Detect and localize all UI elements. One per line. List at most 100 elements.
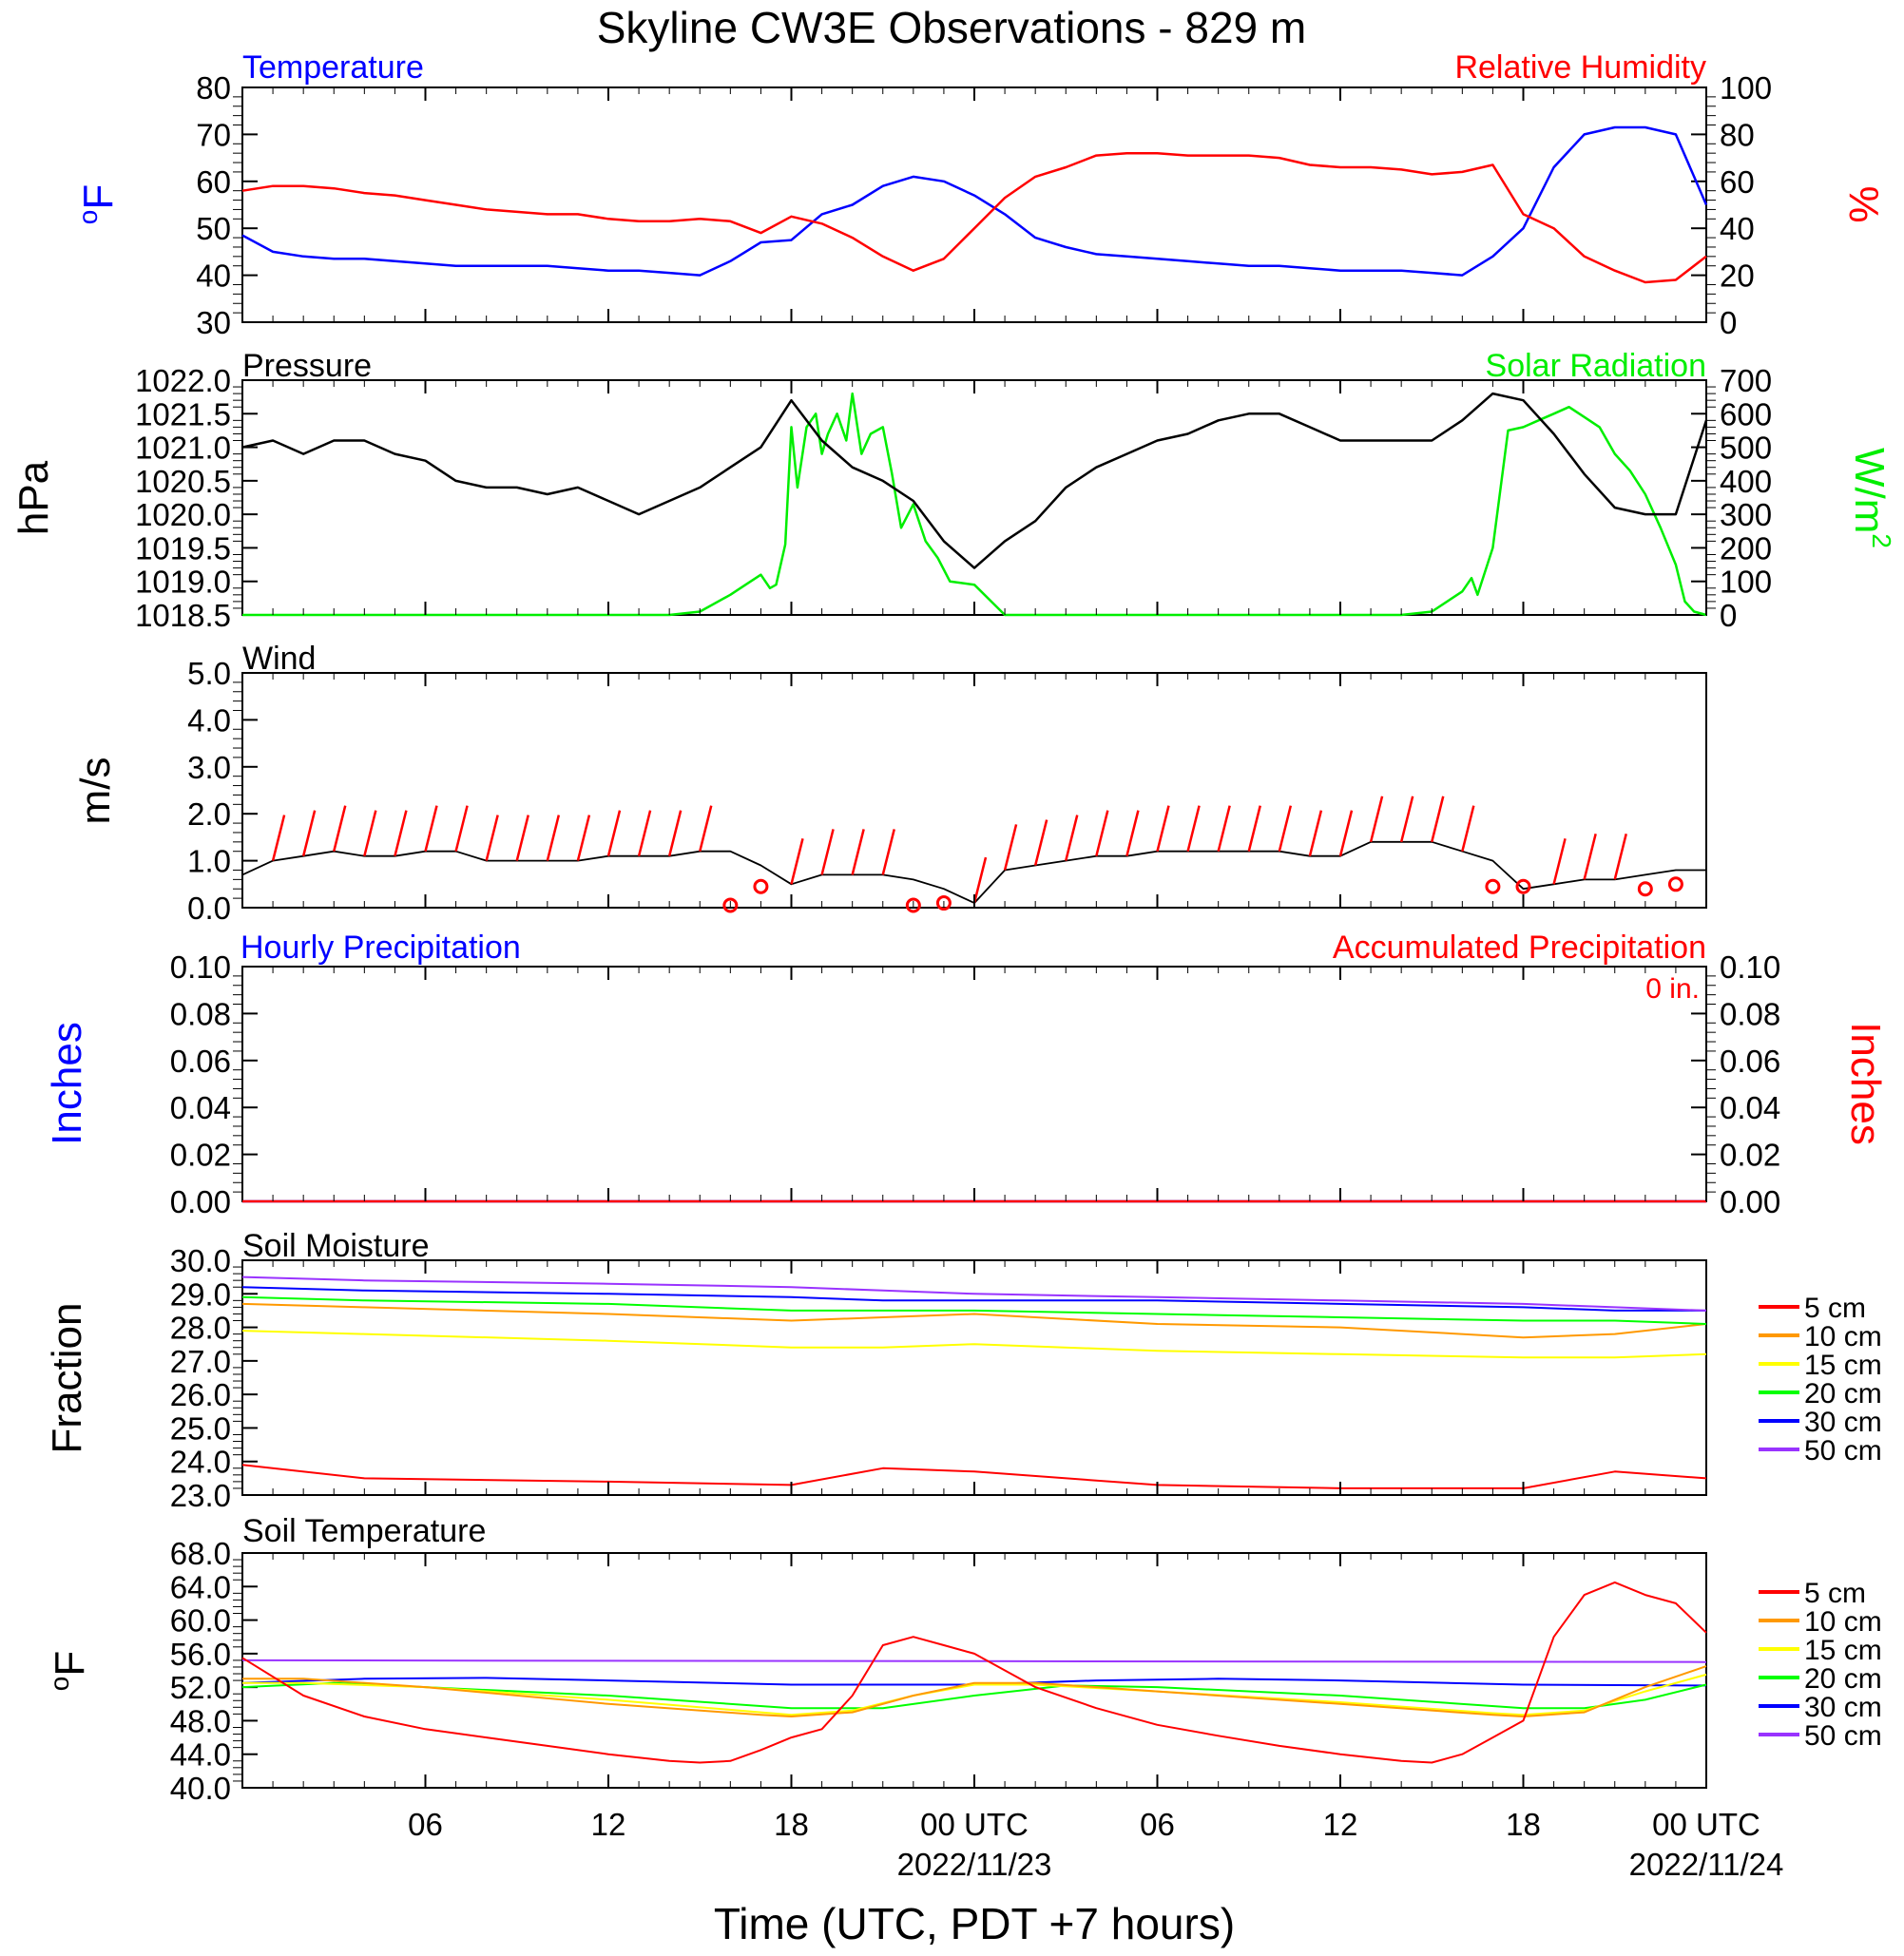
temperature-humidity-panel: Temperature Relative Humidity 80 70 60 50 40… <box>73 49 1887 340</box>
left-tick-label: 27.0 <box>170 1344 231 1379</box>
solar-unit-sup: 2 <box>1867 533 1896 548</box>
soil-moisture-line <box>241 1295 1707 1325</box>
wind-barb <box>271 815 286 861</box>
left-tick-label: 60 <box>196 164 231 200</box>
right-tick-label: 40 <box>1720 211 1755 246</box>
left-tick-label: 28.0 <box>170 1311 231 1346</box>
right-tick-label: 0.10 <box>1720 949 1780 985</box>
wind-barb <box>699 805 713 853</box>
right-tick-label: 100 <box>1720 565 1772 600</box>
left-tick-label: 0.06 <box>170 1044 231 1079</box>
soil-moisture-title: Soil Moisture <box>242 1228 430 1264</box>
soil-moisture-line <box>241 1464 1707 1489</box>
left-tick-label: 30.0 <box>170 1243 231 1278</box>
calm-wind-marker <box>722 897 739 913</box>
left-tick-label: 60.0 <box>170 1603 231 1639</box>
time-tick-label: 00 UTC <box>1652 1807 1760 1842</box>
pressure-solar-series <box>241 380 1708 617</box>
legend-label: 50 cm <box>1804 1720 1882 1752</box>
left-tick-label: 1022.0 <box>135 363 231 398</box>
right-tick-label: 0.02 <box>1720 1138 1780 1173</box>
right-tick-label: 80 <box>1720 117 1755 152</box>
left-tick-label: 52.0 <box>170 1670 231 1705</box>
soil-temperature-line <box>241 1581 1707 1764</box>
calm-wind-marker <box>935 895 952 911</box>
time-tick-label: 06 <box>1140 1807 1175 1842</box>
left-tick-label: 40.0 <box>170 1771 231 1806</box>
wind-barb <box>454 805 469 853</box>
left-tick-label: 0.0 <box>187 891 231 926</box>
wind-unit-label: m/s <box>72 757 119 825</box>
left-tick-label: 1.0 <box>187 844 231 879</box>
soil-temperature-unit-degree: o <box>45 1677 74 1692</box>
right-tick-label: 0.06 <box>1720 1044 1780 1079</box>
left-tick-label: 0.00 <box>170 1184 231 1219</box>
soil-temperature-frame <box>241 1552 1707 1789</box>
right-tick-label: 300 <box>1720 497 1772 532</box>
legend-label: 20 cm <box>1804 1663 1882 1695</box>
wind-barb <box>1308 810 1323 856</box>
soil-temperature-unit-letter: F <box>47 1651 93 1677</box>
left-tick-label: 23.0 <box>170 1478 231 1513</box>
time-axis: 06 12 18 00 UTC 2022/11/23 06 12 18 00 UTC 2022/1… <box>408 1807 1783 1882</box>
legend-label: 30 cm <box>1804 1407 1882 1438</box>
wind-barb <box>546 815 561 861</box>
temperature-tick-labels: 80 70 60 50 40 30 <box>196 70 258 340</box>
wind-barb <box>1003 824 1018 871</box>
wind-title: Wind <box>242 641 316 677</box>
left-tick-label: 30 <box>196 305 231 340</box>
wind-panel: Wind 5.0 4.0 3.0 2.0 1.0 0.0 m/s <box>72 641 1707 926</box>
temperature-title: Temperature <box>242 49 424 86</box>
left-tick-label: 0.08 <box>170 996 231 1031</box>
soil-temperature-unit-label: oF <box>45 1651 93 1691</box>
soil-temperature-line <box>242 1665 1707 1717</box>
soil-temperature-tick-labels: 68.064.060.056.052.048.044.040.0 <box>170 1536 258 1806</box>
left-tick-label: 1021.0 <box>135 431 231 466</box>
wind-barb <box>1065 815 1079 861</box>
wind-barb <box>606 810 622 856</box>
right-tick-label: 400 <box>1720 464 1772 499</box>
left-tick-label: 50 <box>196 211 231 246</box>
wind-barb <box>1583 834 1597 880</box>
left-tick-label: 24.0 <box>170 1445 231 1480</box>
legend-label: 50 cm <box>1804 1435 1882 1467</box>
left-tick-label: 1019.5 <box>135 530 231 566</box>
pressure-unit-label: hPa <box>10 460 57 535</box>
wind-barb <box>1369 796 1384 843</box>
soil-moisture-unit-label: Fraction <box>44 1303 90 1454</box>
right-tick-label: 500 <box>1720 431 1772 466</box>
soil-temperature-title: Soil Temperature <box>242 1513 486 1549</box>
wind-barb <box>1247 805 1261 853</box>
wind-barb <box>485 815 499 861</box>
wind-barb <box>972 856 988 904</box>
wind-barb <box>363 810 377 856</box>
solar-title: Solar Radiation <box>1486 348 1706 384</box>
right-tick-label: 700 <box>1720 363 1772 398</box>
wind-barb <box>820 829 835 875</box>
left-tick-label: 4.0 <box>187 702 231 738</box>
left-tick-label: 2.0 <box>187 796 231 832</box>
pressure-tick-labels: 1022.01021.51021.01020.51020.01019.51019… <box>135 363 258 633</box>
wind-barb <box>1399 796 1414 843</box>
accum-precip-total: 0 in. <box>1645 973 1700 1005</box>
wind-barb <box>881 829 895 875</box>
calm-wind-marker <box>753 878 769 894</box>
left-tick-label: 26.0 <box>170 1377 231 1412</box>
time-tick-label: 18 <box>774 1807 809 1842</box>
time-tick-label: 06 <box>408 1807 443 1842</box>
hourly-precip-unit-label: Inches <box>44 1022 90 1145</box>
left-tick-label: 29.0 <box>170 1276 231 1312</box>
pressure-solar-panel: Pressure Solar Radiation 1022.01021.5102… <box>10 348 1896 633</box>
temperature-unit-label: oF <box>73 184 122 224</box>
wind-barb <box>576 815 591 861</box>
hourly-precip-tick-labels: 0.10 0.08 0.06 0.04 0.02 0.00 <box>170 949 258 1219</box>
wind-barb <box>1156 805 1170 853</box>
legend-label: 5 cm <box>1804 1578 1866 1609</box>
right-tick-label: 0.08 <box>1720 996 1780 1031</box>
left-tick-label: 0.10 <box>170 949 231 985</box>
humidity-unit-label: % <box>1840 185 1887 222</box>
right-tick-label: 0 <box>1720 598 1737 633</box>
